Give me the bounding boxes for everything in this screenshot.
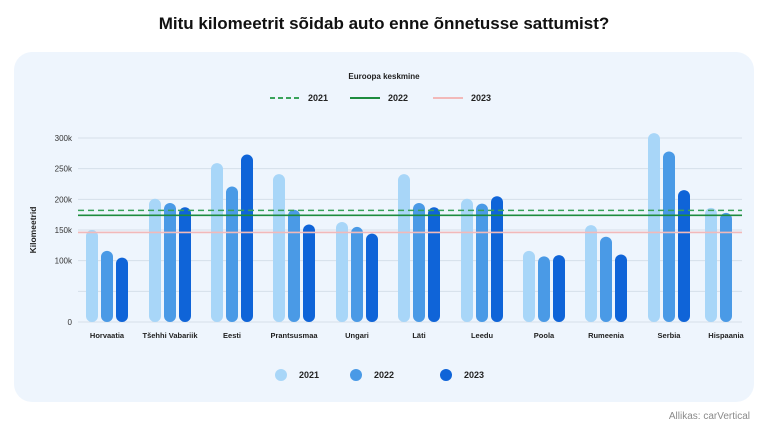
legend-swatch-2022: [350, 369, 362, 381]
legend-swatch-2021: [275, 369, 287, 381]
bar-2021: [398, 174, 410, 322]
bar-2021: [336, 222, 348, 322]
x-tick-label: Tšehhi Vabariik: [142, 331, 198, 340]
y-tick-label: 200k: [55, 195, 73, 204]
x-tick-label: Leedu: [471, 331, 494, 340]
source-note: Allikas: carVertical: [668, 411, 750, 422]
x-tick-label: Eesti: [223, 331, 241, 340]
bar-2023: [116, 257, 128, 322]
bar-2022: [288, 209, 300, 322]
bar-2022: [720, 212, 732, 322]
y-tick-label: 300k: [55, 134, 73, 143]
bar-2023: [179, 207, 191, 322]
bar-2022: [164, 203, 176, 322]
bar-2022: [600, 236, 612, 322]
reference-legend-title: Euroopa keskmine: [348, 72, 420, 81]
bar-2021: [648, 133, 660, 322]
y-tick-label: 0: [68, 318, 73, 327]
x-tick-label: Serbia: [658, 331, 682, 340]
legend-label: 2023: [464, 370, 484, 380]
bar-2022: [476, 203, 488, 322]
bar-2022: [351, 226, 363, 322]
x-tick-label: Ungari: [345, 331, 369, 340]
bar-2023: [553, 255, 565, 322]
y-axis-label: Kilomeetrid: [28, 207, 38, 254]
bar-2023: [366, 233, 378, 322]
y-tick-label: 100k: [55, 257, 73, 266]
reference-legend-label: 2023: [471, 93, 491, 103]
bar-2023: [303, 224, 315, 322]
y-tick-label: 250k: [55, 165, 73, 174]
bar-2021: [273, 174, 285, 322]
legend-label: 2021: [299, 370, 319, 380]
chart-title: Mitu kilomeetrit sõidab auto enne õnnetu…: [158, 14, 610, 33]
bar-2021: [461, 198, 473, 322]
bar-2022: [101, 250, 113, 322]
bar-2021: [585, 225, 597, 322]
bar-2023: [428, 207, 440, 322]
y-tick-label: 150k: [55, 226, 73, 235]
bar-2023: [678, 190, 690, 322]
x-tick-label: Läti: [412, 331, 425, 340]
bar-2022: [226, 186, 238, 322]
x-tick-label: Horvaatia: [90, 331, 125, 340]
reference-legend-label: 2021: [308, 93, 328, 103]
bar-2022: [413, 203, 425, 322]
bar-2023: [615, 254, 627, 322]
x-tick-label: Prantsusmaa: [270, 331, 318, 340]
chart-card: [14, 52, 754, 402]
bar-2021: [705, 207, 717, 322]
bar-2022: [538, 256, 550, 322]
bar-2021: [523, 250, 535, 322]
bar-2023: [491, 196, 503, 322]
legend-label: 2022: [374, 370, 394, 380]
legend-swatch-2023: [440, 369, 452, 381]
bar-2021: [86, 230, 98, 322]
bar-2022: [663, 151, 675, 322]
bar-2023: [241, 154, 253, 322]
reference-legend-label: 2022: [388, 93, 408, 103]
bar-2021: [211, 163, 223, 322]
bar-2021: [149, 198, 161, 322]
x-tick-label: Rumeenia: [588, 331, 625, 340]
x-tick-label: Hispaania: [708, 331, 744, 340]
x-tick-label: Poola: [534, 331, 555, 340]
